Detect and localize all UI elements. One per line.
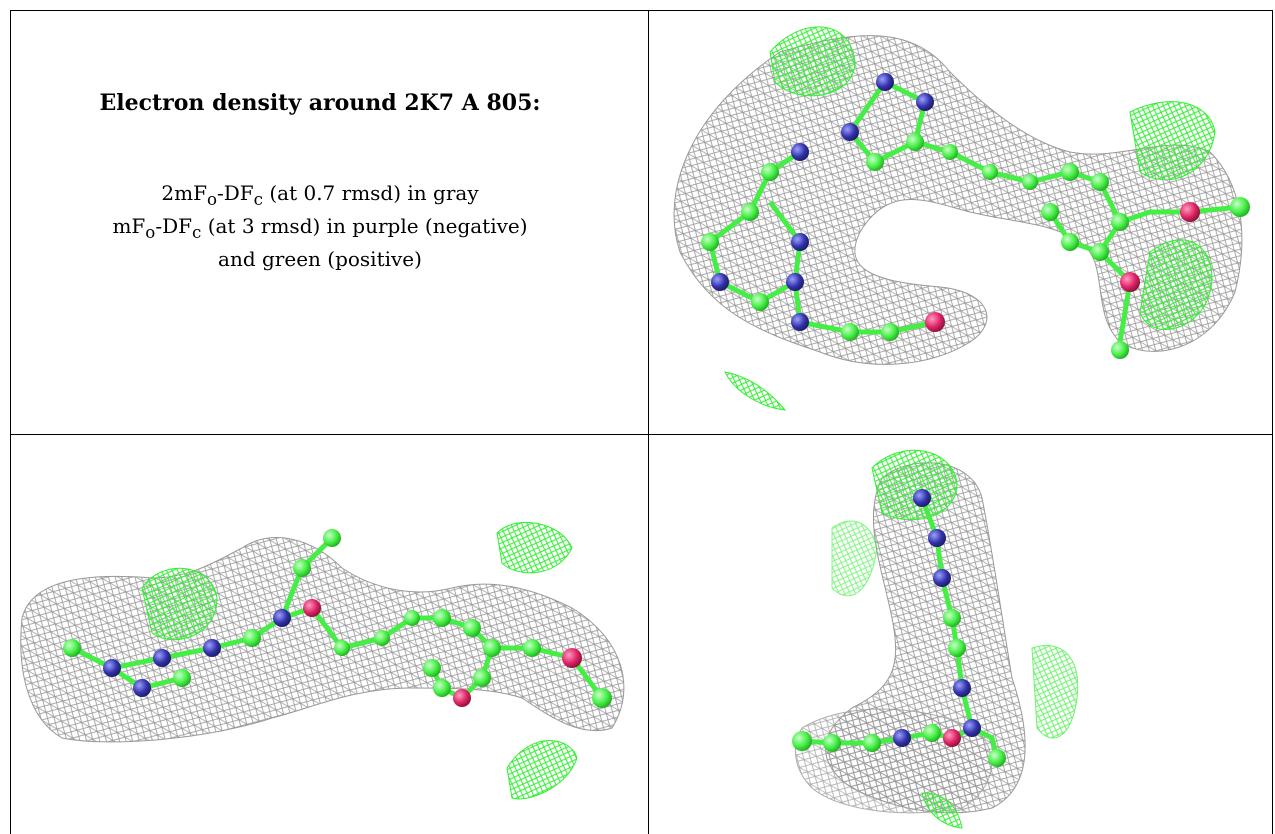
- view-bottom-left: [12, 438, 648, 832]
- legend-subscript: o: [206, 190, 217, 209]
- view-bottom-right: [652, 438, 1272, 832]
- density-render: [20, 521, 625, 800]
- green-mesh-blob: [921, 792, 963, 829]
- green-mesh-blob: [1031, 644, 1079, 739]
- density-render: [792, 449, 1079, 829]
- atoms: [701, 73, 1250, 359]
- caption-cell: Electron density around 2K7 A 805: 2mFo-…: [30, 60, 610, 272]
- view-top-right: [650, 12, 1270, 432]
- table-divider-middle: [10, 434, 1273, 435]
- figure-title: Electron density around 2K7 A 805:: [99, 90, 541, 116]
- legend-subscript: o: [145, 223, 156, 242]
- legend-line-gray: 2mFo-DFc (at 0.7 rmsd) in gray: [30, 180, 610, 213]
- table-divider-center: [648, 10, 649, 834]
- green-mesh-blob: [871, 449, 958, 521]
- legend-line-diff: mFo-DFc (at 3 rmsd) in purple (negative): [30, 213, 610, 246]
- legend-text: -DF: [216, 181, 254, 205]
- table-border-left: [10, 10, 11, 834]
- green-mesh-blob: [1129, 101, 1216, 181]
- table-border-right: [1272, 10, 1273, 834]
- legend-text: (at 0.7 rmsd) in gray: [263, 181, 479, 205]
- density-render: [673, 26, 1250, 411]
- atoms: [792, 489, 1006, 767]
- green-mesh-blob: [769, 26, 856, 97]
- legend-text: 2mF: [161, 181, 207, 205]
- green-mesh-blob: [506, 740, 578, 800]
- legend-subscript: c: [192, 223, 202, 242]
- green-mesh-blob: [1139, 239, 1213, 330]
- figure-table: [10, 10, 1273, 834]
- gray-mesh-density: [794, 708, 993, 814]
- gray-mesh-density: [673, 35, 1243, 365]
- legend-subscript: c: [253, 190, 263, 209]
- legend-line-colors: and green (positive): [218, 247, 422, 271]
- green-mesh-blob: [496, 521, 573, 574]
- atoms: [63, 529, 612, 708]
- legend-text: -DF: [155, 214, 192, 238]
- table-border-top: [10, 10, 1273, 11]
- legend-text: (at 3 rmsd) in purple (negative): [201, 214, 528, 238]
- green-mesh-blob: [724, 371, 787, 411]
- green-mesh-blob: [141, 567, 218, 641]
- green-mesh-blob: [831, 520, 878, 597]
- legend-text: mF: [112, 214, 146, 238]
